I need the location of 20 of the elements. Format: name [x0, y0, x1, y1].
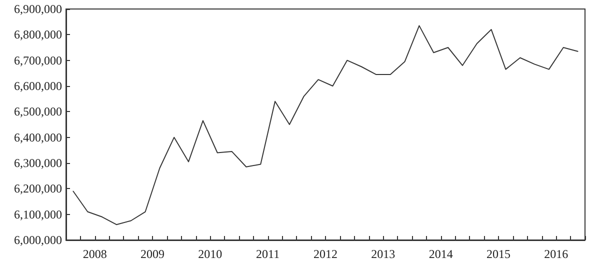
y-tick-label: 6,300,000 — [14, 156, 62, 170]
y-tick-label: 6,500,000 — [14, 104, 62, 119]
y-tick-label: 6,800,000 — [14, 28, 62, 42]
y-tick-label: 6,100,000 — [14, 207, 62, 222]
y-tick-label: 6,700,000 — [14, 53, 62, 68]
x-tick-label: 2010 — [198, 247, 222, 261]
x-tick-label: 2015 — [486, 247, 510, 261]
y-tick-label: 6,900,000 — [14, 2, 62, 16]
x-tick-label: 2014 — [428, 247, 453, 261]
x-tick-label: 2011 — [256, 247, 280, 261]
x-tick-label: 2012 — [314, 247, 338, 261]
y-tick-label: 6,000,000 — [14, 233, 62, 247]
y-tick-label: 6,200,000 — [14, 182, 62, 196]
line-series — [72, 25, 578, 226]
y-tick-label: 6,600,000 — [14, 79, 62, 93]
x-tick-label: 2009 — [140, 247, 164, 261]
y-tick-label: 6,400,000 — [14, 130, 62, 144]
x-tick-label: 2008 — [82, 247, 107, 261]
x-tick-label: 2016 — [544, 247, 568, 261]
x-tick-label: 2013 — [371, 247, 396, 261]
